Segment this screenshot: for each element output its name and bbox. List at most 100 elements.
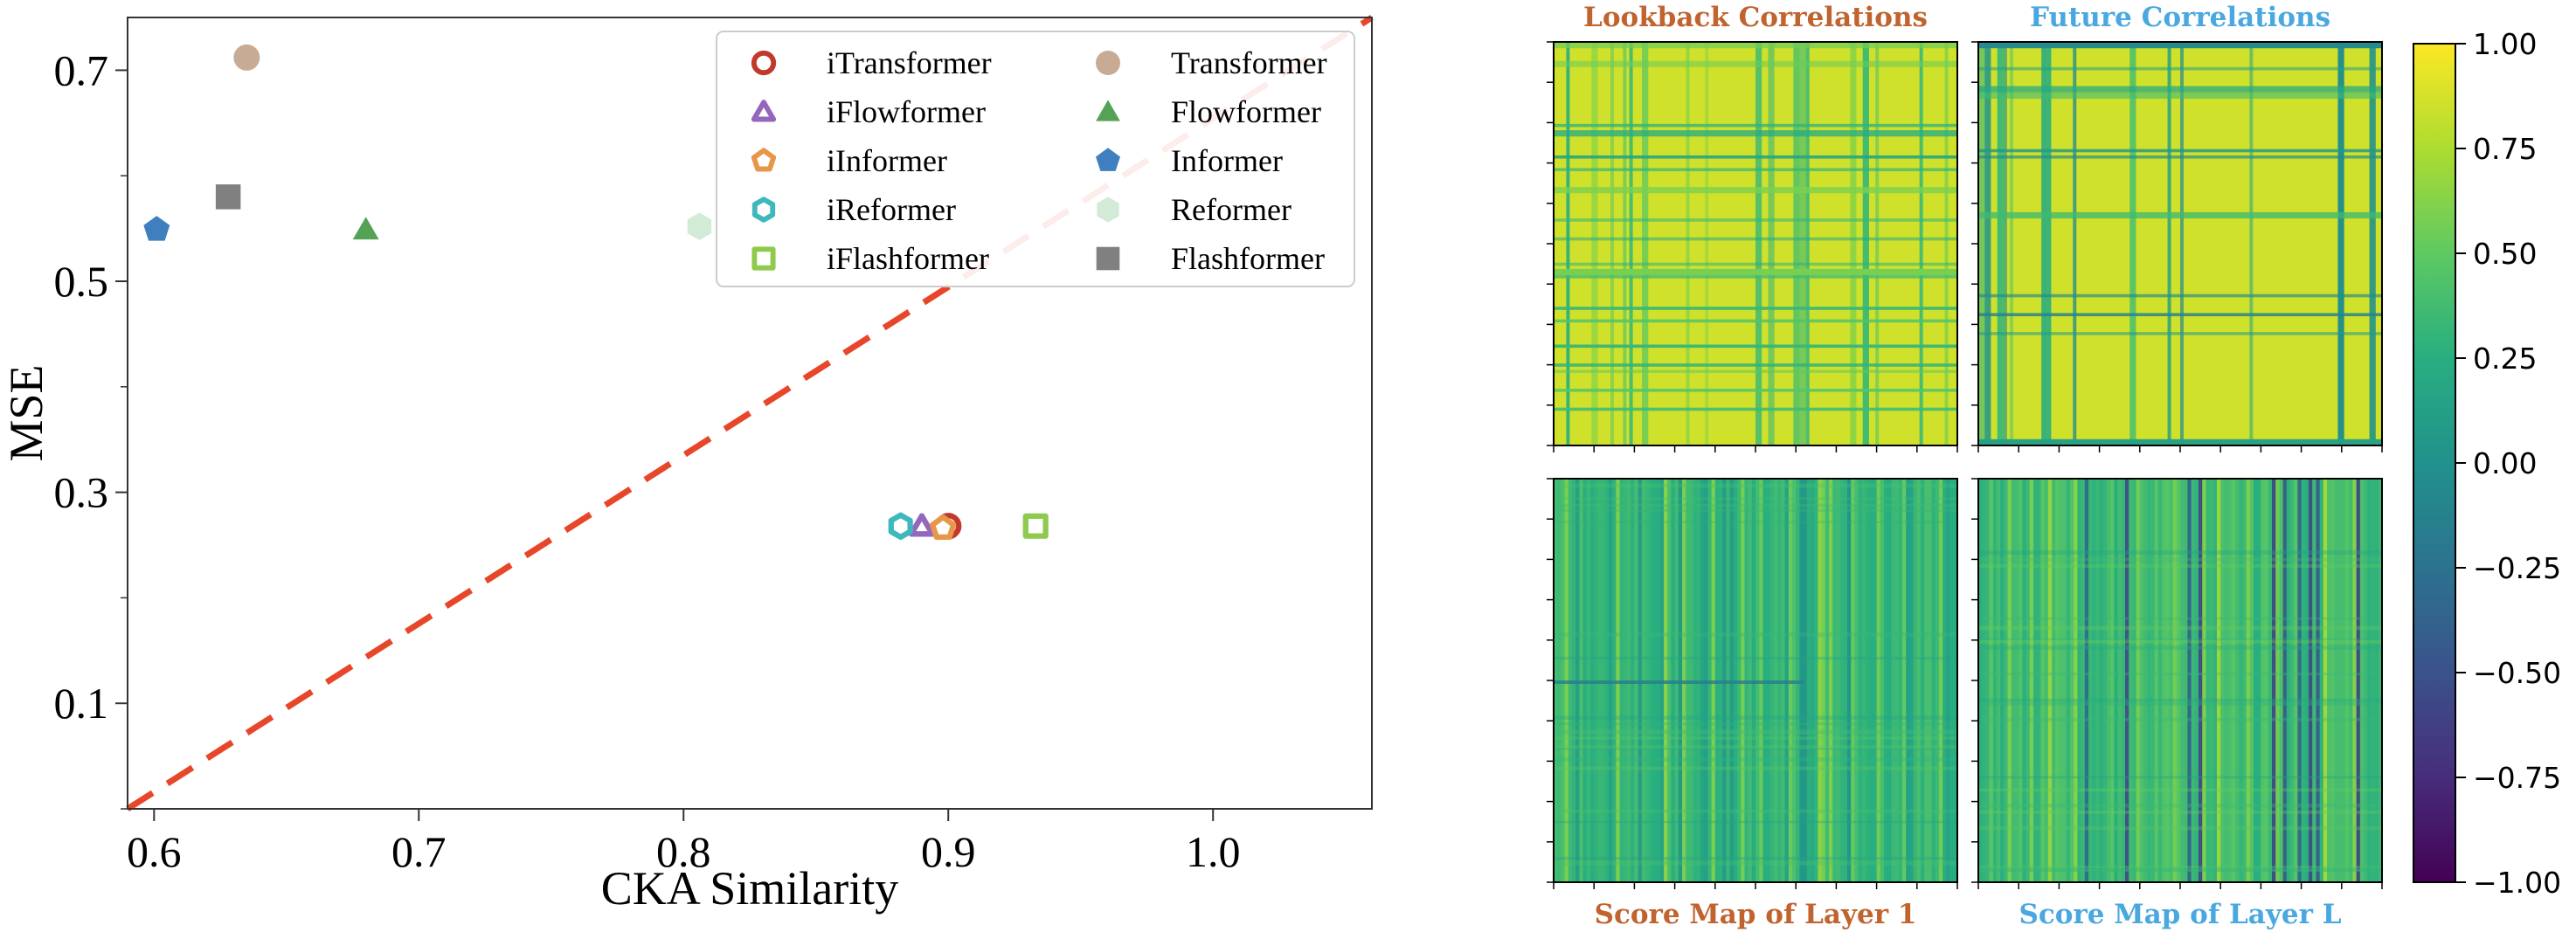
heatmap-column-stripe <box>2199 479 2203 882</box>
heatmap-row-stripe <box>1554 521 1957 523</box>
heatmap-column-stripe <box>2074 479 2078 882</box>
heatmap-layer1: Score Map of Layer 1 <box>1547 478 1958 930</box>
heatmap-row-stripe <box>1978 698 2382 702</box>
heatmap-lookback: Lookback Correlations <box>1547 2 1958 452</box>
heatmap-row-stripe <box>1978 826 2382 831</box>
heatmap-row-band <box>1554 168 1957 171</box>
heatmap-column-stripe <box>1985 479 1990 882</box>
heatmap-column-stripe <box>2294 479 2298 882</box>
heatmap-column-stripe <box>2162 479 2166 882</box>
scatter-ticks: 0.6 0.7 0.8 0.9 1.0 0.1 0.3 0.5 0.7 <box>54 45 1241 876</box>
heatmap-column-stripe <box>2249 479 2254 882</box>
heatmap-row-stripe <box>1978 804 2382 808</box>
heatmap-row-band <box>1554 268 1957 276</box>
heatmap-column-stripe <box>2327 479 2331 882</box>
heatmap-row-band <box>1554 42 1957 49</box>
heatmap-column-stripe <box>2184 479 2188 882</box>
heatmap-column-stripe <box>2025 479 2031 882</box>
heatmap-row-stripe <box>1554 860 1957 866</box>
heatmap-row-band <box>1554 369 1957 373</box>
heatmap-column-stripe <box>2125 479 2129 882</box>
heatmap-row-band <box>1554 275 1957 279</box>
heatmap-row-stripe <box>1978 646 2382 650</box>
heatmap-column-stripe <box>2297 479 2302 882</box>
heatmap-column-stripe <box>2246 479 2251 882</box>
heatmap-row-stripe <box>1554 748 1957 750</box>
heatmap-column-stripe <box>2337 479 2343 882</box>
heatmap-row-stripe <box>1554 757 1957 762</box>
heatmap-column-stripe <box>1953 479 1958 882</box>
legend: iTransformer Transformer iFlowformer Flowfo… <box>716 31 1355 287</box>
heatmap-title: Score Map of Layer L <box>2019 899 2341 930</box>
heatmap-column-stripe <box>2139 479 2144 882</box>
colorbar-tick-label: −0.50 <box>2473 656 2561 690</box>
heatmap-column-stripe <box>2180 479 2185 882</box>
heatmap-column-stripe <box>2209 479 2214 882</box>
legend-label-informer: Informer <box>1171 143 1283 178</box>
heatmap-row-band <box>1554 363 1957 367</box>
heatmap-column-stripe <box>2268 479 2273 882</box>
heatmap-row-stripe <box>1554 715 1957 720</box>
heatmap-row-band <box>1554 389 1957 392</box>
heatmap-row-stripe <box>1554 656 1957 660</box>
heatmap-column-stripe <box>1825 479 1830 882</box>
legend-marker-iflashformer <box>751 246 776 271</box>
legend-marker-flowformer <box>1096 100 1120 121</box>
heatmap-column-stripe <box>2044 479 2049 882</box>
heatmap-row-band <box>1554 123 1957 128</box>
colorbar-tick-label: 1.00 <box>2473 27 2537 61</box>
heatmap-row-band <box>1554 60 1957 67</box>
heatmap-column-stripe <box>2359 479 2365 882</box>
heatmap-column-stripe <box>2055 479 2060 882</box>
x-tick-label: 0.8 <box>656 827 711 876</box>
heatmap-row-stripe <box>1554 503 1957 507</box>
heatmap-column-stripe <box>2371 479 2375 882</box>
heatmap-column-stripe <box>1836 479 1840 882</box>
heatmap-column-stripe <box>1839 479 1845 882</box>
heatmap-column-stripe <box>1847 479 1852 882</box>
heatmap-column-stripe <box>1949 479 1955 882</box>
x-tick-label: 1.0 <box>1186 827 1241 876</box>
heatmap-row-stripe <box>1978 866 2382 868</box>
iinformer-point <box>930 514 957 541</box>
heatmap-column-stripe <box>2330 479 2335 882</box>
heatmap-row-stripe <box>1554 732 1957 735</box>
heatmap-column-stripe <box>2059 479 2063 882</box>
heatmap-row-band <box>1978 148 2382 153</box>
heatmap-column-stripe <box>2364 479 2368 882</box>
heatmap-column-stripe <box>2356 479 2361 882</box>
heatmap-row-stripe <box>1978 776 2382 779</box>
legend-marker-iinformer <box>751 148 777 172</box>
y-axis-label: MSE <box>0 364 52 461</box>
heatmap-column-band <box>1919 42 1923 445</box>
heatmap-column-band <box>1793 42 1800 445</box>
heatmap-column-band <box>2129 42 2136 445</box>
heatmap-column-stripe <box>2312 479 2316 882</box>
x-axis-label: CKA Similarity <box>601 862 899 915</box>
heatmap-column-stripe <box>2040 479 2045 882</box>
legend-label-iinformer: iInformer <box>827 143 947 178</box>
heatmap-column-stripe <box>1806 479 1811 882</box>
heatmap-row-stripe <box>1554 722 1957 726</box>
heatmap-row-band <box>1554 218 1957 222</box>
heatmap-column-stripe <box>2150 479 2155 882</box>
heatmap-column-stripe <box>1989 479 1994 882</box>
heatmap-column-stripe <box>1894 479 1900 882</box>
heatmap-column-stripe <box>2132 479 2136 882</box>
heatmap-column-stripe <box>2341 479 2346 882</box>
legend-label-iflowformer: iFlowformer <box>827 94 986 129</box>
colorbar-tick-label: 0.25 <box>2473 342 2537 376</box>
heatmap-column-stripe <box>2220 479 2225 882</box>
heatmap-column-stripe <box>1891 479 1895 882</box>
heatmap-title: Lookback Correlations <box>1583 2 1928 33</box>
x-tick-label: 0.7 <box>391 827 447 876</box>
heatmap-row-band <box>1978 438 2382 445</box>
heatmap-column-stripe <box>2165 479 2170 882</box>
heatmap-column-band <box>1984 42 1991 445</box>
heatmap-column-stripe <box>2029 479 2034 882</box>
heatmap-column-stripe <box>2282 479 2288 882</box>
heatmap-column-stripe <box>2187 479 2192 882</box>
heatmap-column-stripe <box>1916 479 1922 882</box>
heatmap-row-stripe <box>1978 617 2382 620</box>
